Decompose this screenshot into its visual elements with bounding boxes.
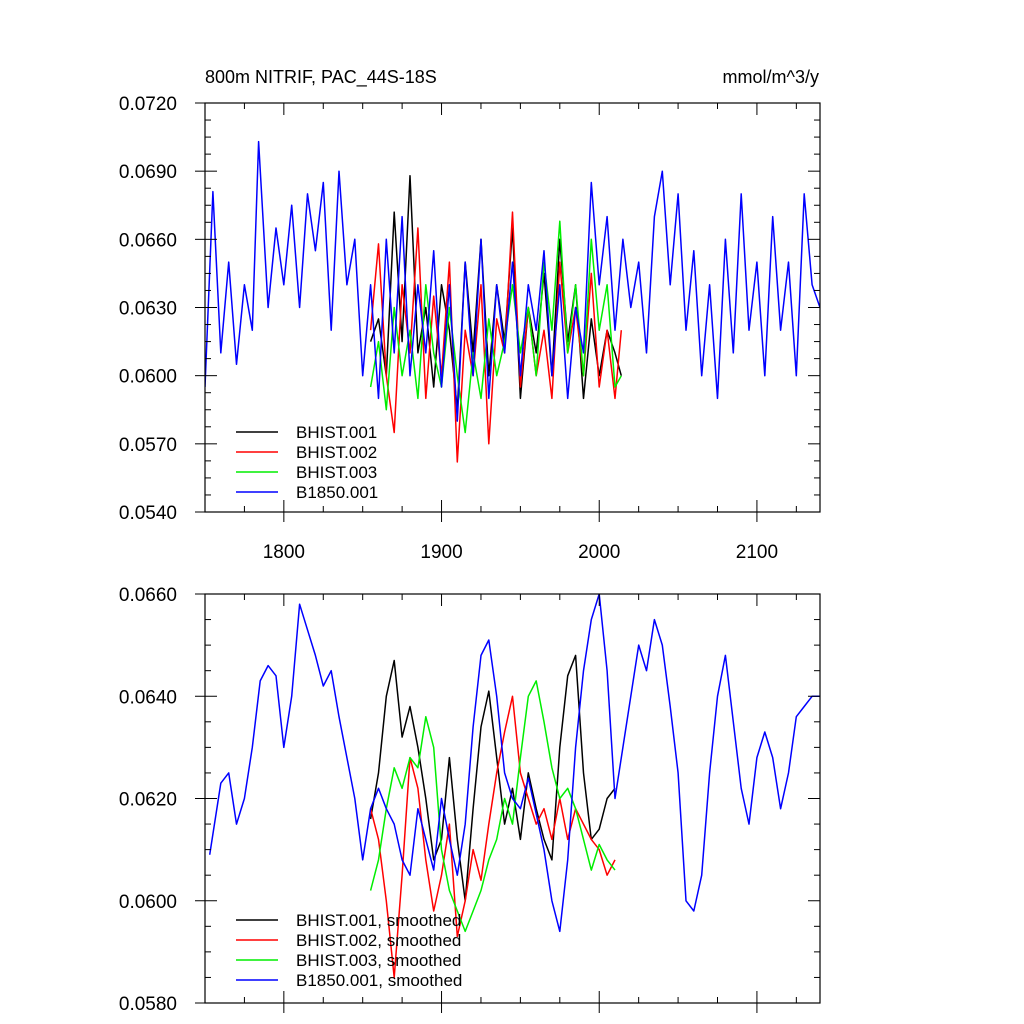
series-line-1 [369, 654, 616, 902]
series-line-4 [205, 140, 820, 422]
series-line-4 [208, 594, 820, 933]
legend-label: BHIST.003, smoothed [296, 951, 461, 970]
legend-label: B1850.001, smoothed [296, 971, 462, 990]
y-tick-label: 0.0620 [119, 790, 177, 811]
y-tick-label: 0.0660 [119, 230, 177, 251]
chart-panel-2: 0.0580 0.0600 0.0620 0.0640 0.0660 BHIST.001,… [119, 585, 821, 1015]
y-tick-label: 0.0720 [119, 94, 177, 115]
legend-label: BHIST.001 [296, 423, 377, 442]
chart-title: 800m NITRIF, PAC_44S-18S [205, 67, 437, 88]
series-group [208, 594, 820, 979]
y-tick-label: 0.0570 [119, 435, 177, 456]
chart-panel-1: 0.0540 0.0570 0.0600 0.0630 0.0660 0.0690 0.07… [119, 67, 821, 563]
y-tick-label: 0.0600 [119, 892, 177, 913]
series-group [205, 140, 820, 463]
y-tick-label: 0.0540 [119, 503, 177, 524]
series-line-3 [369, 680, 616, 933]
legend-label: B1850.001 [296, 483, 378, 502]
y-tick-label: 0.0640 [119, 687, 177, 708]
units-label: mmol/m^3/y [723, 67, 819, 87]
y-tick-label: 0.0660 [119, 585, 177, 606]
legend-label: BHIST.002, smoothed [296, 931, 461, 950]
x-tick-label: 2100 [736, 542, 778, 563]
y-tick-label: 0.0580 [119, 994, 177, 1015]
series-line-2 [369, 695, 616, 979]
legend-label: BHIST.002 [296, 443, 377, 462]
legend-label: BHIST.003 [296, 463, 377, 482]
x-tick-label: 1900 [420, 542, 462, 563]
x-tick-label: 2000 [578, 542, 620, 563]
x-tick-label: 1800 [263, 542, 305, 563]
y-tick-label: 0.0600 [119, 367, 177, 388]
legend-label: BHIST.001, smoothed [296, 911, 461, 930]
y-tick-label: 0.0690 [119, 162, 177, 183]
y-tick-label: 0.0630 [119, 299, 177, 320]
